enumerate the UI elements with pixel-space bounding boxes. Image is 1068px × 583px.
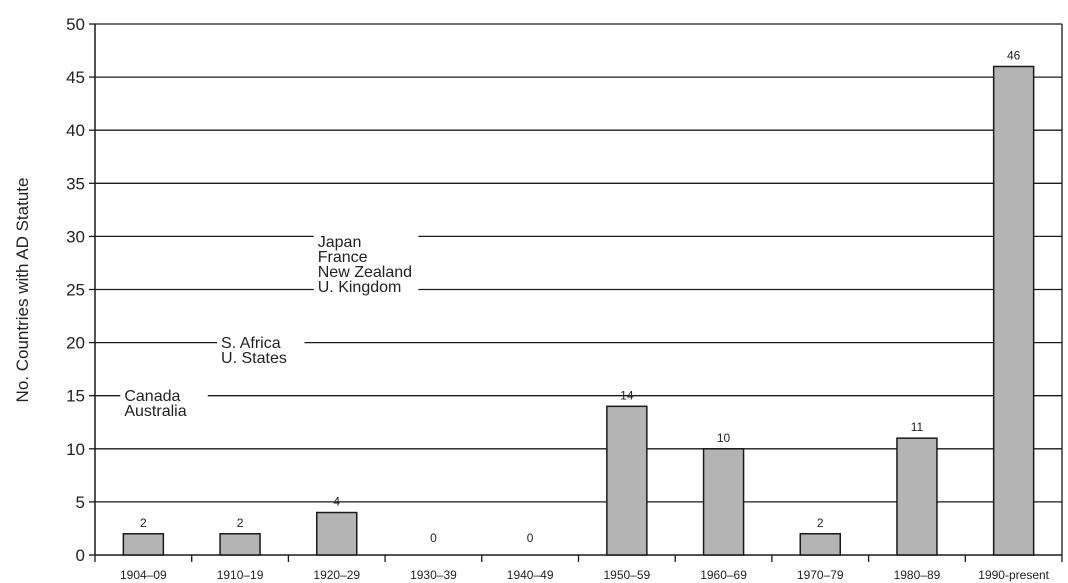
annotation-text: Canada	[124, 388, 180, 405]
x-tick-label: 1920–29	[313, 568, 360, 582]
y-tick-label: 0	[76, 546, 85, 565]
bar	[702, 448, 745, 556]
data-label: 11	[911, 420, 924, 434]
y-tick-label: 20	[66, 334, 85, 353]
y-tick-label: 30	[66, 227, 85, 246]
annotation-background	[313, 235, 419, 299]
x-tick-label: 1960–69	[700, 568, 747, 582]
y-tick-label: 50	[66, 15, 85, 34]
bar	[219, 533, 261, 556]
bar	[799, 533, 841, 556]
data-label: 10	[717, 431, 731, 445]
y-axis-title: No. Countries with AD Statute	[13, 178, 32, 403]
data-label: 2	[237, 516, 244, 530]
annotation-text: New Zealand	[318, 264, 412, 281]
bar	[606, 405, 648, 556]
y-tick-label: 25	[66, 281, 85, 300]
data-label: 0	[430, 531, 437, 545]
y-tick-label: 35	[66, 174, 85, 193]
y-tick-labels: 0 5 10 15 20 25 30 35 40 45 50	[66, 15, 85, 565]
x-tick-label: 1904–09	[120, 568, 167, 582]
data-label: 2	[140, 516, 147, 530]
bar	[896, 437, 938, 556]
y-tick-label: 40	[66, 121, 85, 140]
y-tick-label: 5	[76, 493, 85, 512]
bar	[992, 65, 1035, 556]
x-tick-label: 1930–39	[410, 568, 457, 582]
bar	[122, 533, 165, 556]
x-tick-label: 1910–19	[217, 568, 264, 582]
x-tick-label: 1940–49	[507, 568, 554, 582]
data-label: 0	[527, 531, 534, 545]
annotation-text: U. Kingdom	[318, 279, 402, 296]
y-tick-label: 10	[66, 440, 85, 459]
data-label: 2	[817, 516, 824, 530]
annotation-text: France	[318, 249, 368, 266]
x-tick-label: 1950–59	[603, 568, 650, 582]
x-tick-label: 1990-present	[978, 568, 1049, 582]
x-tick-label: 1970–79	[797, 568, 844, 582]
data-label: 14	[620, 388, 634, 402]
annotation-text: Japan	[318, 234, 362, 251]
y-tick-label: 45	[66, 68, 85, 87]
y-tick-label: 15	[66, 387, 85, 406]
data-label: 46	[1007, 48, 1021, 62]
x-tick-label: 1980–89	[894, 568, 941, 582]
annotation-text: Australia	[124, 403, 186, 420]
x-tick-labels: 1904–09 1910–19 1920–29 1930–39 1940–49 1950–…	[120, 568, 1050, 582]
annotation-text: U. States	[221, 350, 287, 367]
data-label: 4	[333, 495, 340, 509]
annotation-background	[217, 336, 305, 370]
annotation-background	[120, 389, 208, 423]
bars	[122, 65, 1035, 556]
annotation-text: S. Africa	[221, 335, 281, 352]
bar	[316, 511, 358, 556]
data-labels: 2 2 4 0 0 14 10 2 11 46	[140, 48, 1021, 545]
